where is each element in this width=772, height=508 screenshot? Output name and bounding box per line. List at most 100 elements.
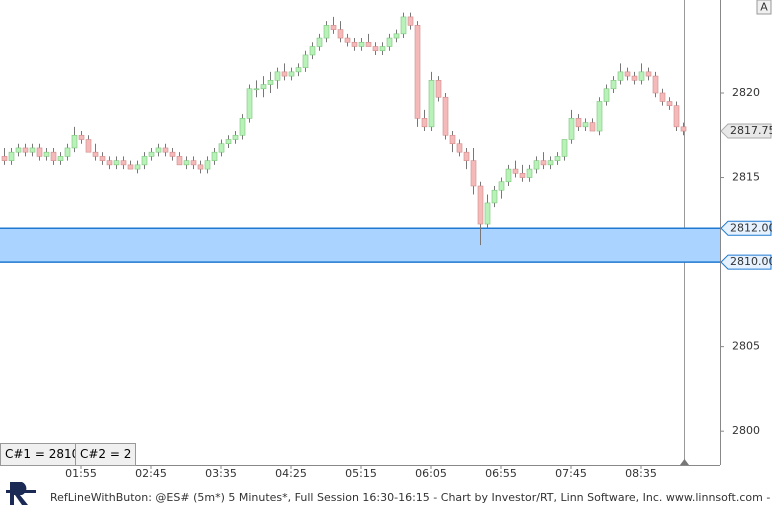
candle-body bbox=[575, 118, 582, 128]
candle-body bbox=[267, 80, 274, 85]
candle-body bbox=[295, 67, 302, 73]
candle-body bbox=[344, 37, 351, 43]
candle-body bbox=[15, 147, 22, 153]
candle-body bbox=[470, 160, 477, 187]
candle-body bbox=[526, 168, 533, 178]
candle-body bbox=[484, 202, 491, 225]
candle-body bbox=[659, 92, 666, 102]
candle-body bbox=[652, 75, 659, 94]
candle-body bbox=[351, 41, 358, 47]
candle-body bbox=[232, 134, 239, 140]
candle-body bbox=[260, 84, 267, 90]
y-tick-label: 2815 bbox=[732, 171, 760, 184]
price-tag-label: 2812.00 bbox=[730, 221, 772, 234]
candle-body bbox=[225, 139, 232, 145]
candle-body bbox=[407, 16, 414, 26]
candle-body bbox=[358, 41, 365, 47]
candle-body bbox=[463, 151, 470, 161]
x-tick-label: 08:35 bbox=[625, 467, 657, 480]
candle-body bbox=[533, 160, 540, 170]
corner-button[interactable] bbox=[756, 0, 772, 15]
candle-body bbox=[624, 71, 631, 77]
candle-body bbox=[8, 151, 15, 161]
candle-body bbox=[204, 160, 211, 170]
candle-body bbox=[78, 134, 85, 140]
x-tick-label: 02:45 bbox=[135, 467, 167, 480]
candle-body bbox=[372, 46, 379, 52]
price-tag bbox=[720, 220, 772, 236]
candle-body bbox=[323, 25, 330, 39]
candle-body bbox=[512, 168, 519, 174]
candle-body bbox=[645, 71, 652, 77]
candle-body bbox=[120, 160, 127, 166]
candle-body bbox=[442, 96, 449, 136]
candle-body bbox=[617, 71, 624, 81]
candle-body bbox=[50, 151, 57, 161]
candle-body bbox=[414, 25, 421, 119]
candle-body bbox=[218, 143, 225, 153]
candle-body bbox=[64, 147, 71, 157]
candle-body bbox=[239, 118, 246, 136]
candle-body bbox=[589, 122, 596, 132]
candle-body bbox=[330, 25, 337, 30]
candle-body bbox=[596, 101, 603, 132]
candle-body bbox=[155, 147, 162, 153]
candle-body bbox=[85, 139, 92, 153]
candle-body bbox=[134, 164, 141, 170]
candle-body bbox=[631, 75, 638, 81]
x-tick-label: 07:45 bbox=[555, 467, 587, 480]
price-tag bbox=[720, 254, 772, 270]
candle-body bbox=[421, 118, 428, 128]
candle-body bbox=[386, 37, 393, 47]
corner-button-label[interactable]: A bbox=[760, 1, 768, 14]
candle-body bbox=[680, 126, 687, 132]
candle-body bbox=[71, 134, 78, 149]
candle-body bbox=[106, 160, 113, 166]
candle-body bbox=[169, 151, 176, 157]
candle-body bbox=[1, 156, 8, 161]
x-tick-label: 03:35 bbox=[205, 467, 237, 480]
button[interactable]: C#2 = 2 bbox=[75, 443, 137, 466]
candle-body bbox=[162, 147, 169, 153]
candle-body bbox=[673, 105, 680, 128]
candle-body bbox=[281, 71, 288, 77]
candle-body bbox=[540, 160, 547, 166]
x-tick-label: 06:05 bbox=[415, 467, 447, 480]
candle-body bbox=[568, 118, 575, 140]
candle-body bbox=[554, 156, 561, 161]
candle-body bbox=[211, 151, 218, 161]
candle-body bbox=[113, 160, 120, 166]
y-tick-label: 2805 bbox=[732, 340, 760, 353]
candle-body bbox=[561, 139, 568, 157]
x-tick-label: 04:25 bbox=[275, 467, 307, 480]
candle-body bbox=[498, 181, 505, 191]
cursor-marker bbox=[680, 459, 689, 465]
candle-body bbox=[36, 147, 43, 157]
candle-body bbox=[29, 147, 36, 153]
candle-body bbox=[92, 151, 99, 157]
candle-body bbox=[582, 122, 589, 128]
y-tick-label: 2820 bbox=[732, 86, 760, 99]
candle-body bbox=[197, 164, 204, 170]
candle-body bbox=[477, 185, 484, 225]
candle-body bbox=[99, 156, 106, 161]
button[interactable]: C#1 = 2810 bbox=[0, 443, 85, 466]
candle-body bbox=[603, 88, 610, 102]
candle-body bbox=[302, 54, 309, 68]
candle-body bbox=[190, 160, 197, 166]
candle-body bbox=[246, 88, 253, 119]
candle-body bbox=[505, 168, 512, 183]
candle-body bbox=[491, 189, 498, 204]
candle-body bbox=[666, 101, 673, 106]
price-tag bbox=[720, 123, 772, 139]
candle-body bbox=[337, 29, 344, 39]
candle-body bbox=[253, 88, 260, 91]
candle-body bbox=[43, 151, 50, 157]
candle-body bbox=[309, 46, 316, 56]
price-tag-label: 2817.75 bbox=[730, 124, 772, 137]
candle-body bbox=[547, 160, 554, 166]
x-tick-label: 01:55 bbox=[65, 467, 97, 480]
candle-body bbox=[638, 71, 645, 81]
candle-body bbox=[393, 33, 400, 39]
